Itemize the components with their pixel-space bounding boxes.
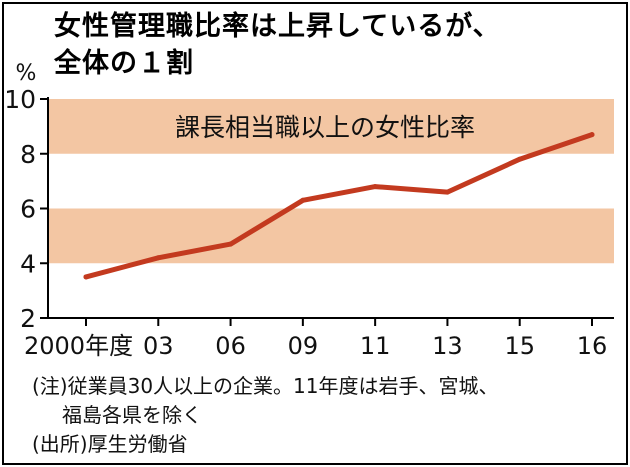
x-tick-label-6: 15 <box>504 332 535 360</box>
y-axis-unit-label: % <box>16 61 37 86</box>
x-tick-label-2: 06 <box>215 332 246 360</box>
series-layer <box>83 132 595 280</box>
x-tick-label-0: 2000年度 <box>24 332 133 360</box>
shaded-band-1 <box>48 208 614 264</box>
x-tick-label-1: 03 <box>143 332 174 360</box>
x-tick-label-3: 09 <box>288 332 319 360</box>
chart-title-line-2: 全体の１割 <box>54 48 194 79</box>
data-point-09 <box>300 197 306 203</box>
data-point-13 <box>444 189 450 195</box>
y-tick-label-2: 2 <box>20 304 36 333</box>
data-point-2000年度 <box>83 274 89 280</box>
data-point-03 <box>155 255 161 261</box>
chart-title-line-1: 女性管理職比率は上昇しているが、 <box>54 11 501 42</box>
x-axis-ticks: 2000年度 03 06 09 11 13 15 16 <box>24 318 607 360</box>
y-axis-ticks: 2 4 6 8 10 <box>4 85 48 333</box>
y-tick-label-8: 8 <box>20 140 36 169</box>
data-point-15 <box>517 156 523 162</box>
x-tick-label-7: 16 <box>577 332 608 360</box>
y-tick-label-4: 4 <box>20 249 36 278</box>
footnotes: (注)従業員30人以上の企業。11年度は岩手、宮城、 福島各県を除く (出所)厚… <box>32 372 499 459</box>
y-tick-label-6: 6 <box>20 195 36 224</box>
source-note: (出所)厚生労働省 <box>32 432 188 456</box>
x-tick-label-5: 13 <box>432 332 463 360</box>
data-point-11 <box>372 184 378 190</box>
series-line-1 <box>83 132 595 280</box>
data-point-06 <box>228 241 234 247</box>
series-label: 課長相当職以上の女性比率 <box>175 113 475 142</box>
x-tick-label-4: 11 <box>360 332 391 360</box>
y-tick-label-10: 10 <box>4 85 36 114</box>
chart-title: 女性管理職比率は上昇しているが、 全体の１割 <box>54 8 501 82</box>
footnote-line-2: 福島各県を除く <box>62 403 202 427</box>
data-point-16 <box>589 132 595 138</box>
shaded-bands <box>48 99 614 264</box>
shaded-band-2 <box>48 99 614 154</box>
footnote-line-1: (注)従業員30人以上の企業。11年度は岩手、宮城、 <box>32 374 499 398</box>
